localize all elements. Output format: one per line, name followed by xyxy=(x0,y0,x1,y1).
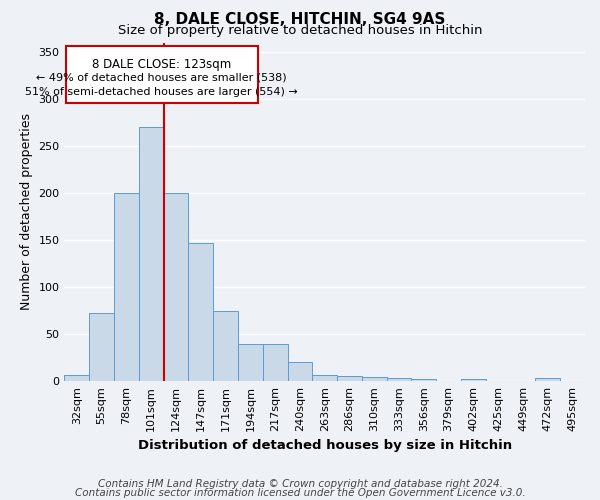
Y-axis label: Number of detached properties: Number of detached properties xyxy=(20,114,33,310)
Bar xyxy=(412,380,436,381)
Bar xyxy=(263,344,287,381)
Bar xyxy=(337,376,362,381)
Text: Size of property relative to detached houses in Hitchin: Size of property relative to detached ho… xyxy=(118,24,482,37)
Bar xyxy=(287,362,313,381)
Bar xyxy=(139,127,164,381)
Text: 8 DALE CLOSE: 123sqm: 8 DALE CLOSE: 123sqm xyxy=(92,58,232,70)
Bar xyxy=(362,378,387,381)
Bar xyxy=(64,374,89,381)
Bar xyxy=(114,193,139,381)
Bar xyxy=(213,310,238,381)
Bar xyxy=(461,380,486,381)
Text: 51% of semi-detached houses are larger (554) →: 51% of semi-detached houses are larger (… xyxy=(25,86,298,97)
Text: ← 49% of detached houses are smaller (538): ← 49% of detached houses are smaller (53… xyxy=(37,72,287,83)
Text: 8, DALE CLOSE, HITCHIN, SG4 9AS: 8, DALE CLOSE, HITCHIN, SG4 9AS xyxy=(154,12,446,28)
Bar xyxy=(164,193,188,381)
Bar xyxy=(535,378,560,381)
Bar xyxy=(89,314,114,381)
Bar xyxy=(188,243,213,381)
X-axis label: Distribution of detached houses by size in Hitchin: Distribution of detached houses by size … xyxy=(137,440,512,452)
Bar xyxy=(238,344,263,381)
Text: Contains HM Land Registry data © Crown copyright and database right 2024.: Contains HM Land Registry data © Crown c… xyxy=(98,479,502,489)
Bar xyxy=(66,46,258,102)
Text: Contains public sector information licensed under the Open Government Licence v3: Contains public sector information licen… xyxy=(74,488,526,498)
Bar xyxy=(387,378,412,381)
Bar xyxy=(313,374,337,381)
